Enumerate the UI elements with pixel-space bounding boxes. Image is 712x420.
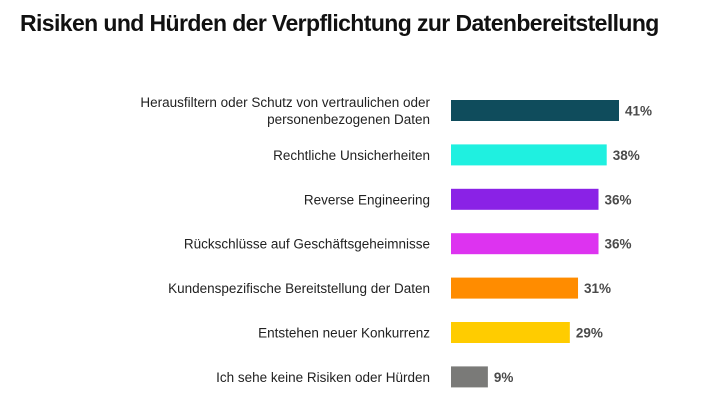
category-label-3: Rückschlüsse auf Geschäftsgeheimnisse (184, 237, 430, 252)
chart-title: Risiken und Hürden der Verpflichtung zur… (20, 10, 659, 36)
category-label-5: Entstehen neuer Konkurrenz (258, 326, 430, 341)
category-label-0-line-1: personenbezogenen Daten (267, 112, 430, 127)
category-label-0-line-0: Herausfiltern oder Schutz von vertraulic… (140, 95, 430, 110)
value-label-6: 9% (494, 370, 514, 385)
value-label-5: 29% (576, 326, 603, 341)
category-label-6: Ich sehe keine Risiken oder Hürden (216, 370, 430, 385)
value-label-1: 38% (613, 148, 640, 163)
category-label-2: Reverse Engineering (304, 192, 430, 207)
bar-2 (451, 188, 599, 210)
bar-1 (451, 144, 607, 166)
value-label-3: 36% (605, 237, 632, 252)
bar-3 (451, 233, 599, 255)
value-label-2: 36% (605, 192, 632, 207)
bar-6 (451, 366, 488, 388)
category-label-1: Rechtliche Unsicherheiten (273, 148, 430, 163)
value-label-0: 41% (625, 104, 652, 119)
category-label-4: Kundenspezifische Bereitstellung der Dat… (168, 281, 430, 296)
bar-0 (451, 100, 619, 121)
bar-5 (451, 322, 570, 343)
value-label-4: 31% (584, 281, 611, 296)
bar-4 (451, 277, 579, 299)
